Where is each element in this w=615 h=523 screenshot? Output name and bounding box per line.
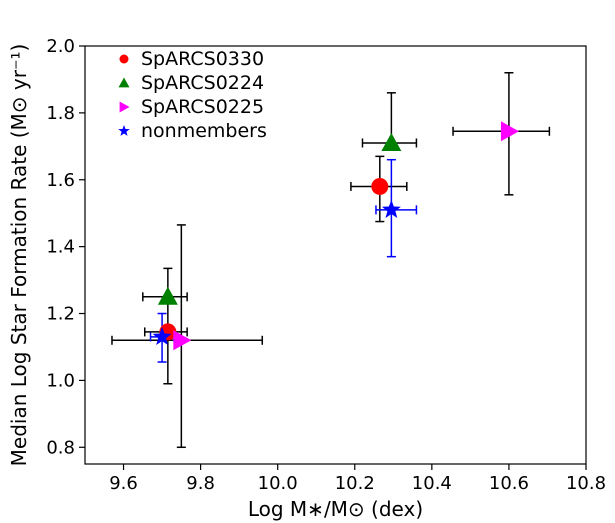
legend-label: SpARCS0224	[141, 72, 264, 94]
data-point-sparcs0330	[371, 177, 389, 195]
markers	[152, 121, 519, 351]
y-tick-label: 2.0	[46, 36, 75, 57]
y-ticks: 0.8 1.0 1.2 1.4 1.6 1.8 2.0	[46, 36, 85, 458]
x-tick-label: 9.8	[186, 473, 215, 494]
x-tick-label: 10.8	[566, 473, 606, 494]
x-tick-label: 10.2	[335, 473, 375, 494]
y-axis-label: Median Log Star Formation Rate (M⊙ yr⁻¹)	[7, 44, 31, 467]
data-point-sparcs0224	[157, 286, 178, 305]
legend-marker	[118, 77, 130, 88]
x-tick-label: 10.0	[258, 473, 298, 494]
y-tick-label: 1.8	[46, 103, 75, 124]
x-tick-label: 9.6	[109, 473, 138, 494]
x-tick-label: 10.4	[412, 473, 452, 494]
legend-marker	[119, 101, 130, 113]
data-point-sparcs0224	[381, 132, 402, 151]
legend-marker	[118, 125, 130, 136]
y-tick-label: 0.8	[46, 437, 75, 458]
legend-label: SpARCS0330	[141, 48, 264, 70]
legend-marker	[119, 54, 129, 64]
y-tick-label: 1.0	[46, 370, 75, 391]
data-point-nonmembers	[381, 199, 401, 218]
y-tick-label: 1.2	[46, 304, 75, 325]
x-tick-label: 10.6	[489, 473, 529, 494]
legend-label: nonmembers	[141, 120, 267, 142]
y-tick-label: 1.4	[46, 237, 75, 258]
data-point-sparcs0225	[173, 330, 192, 351]
y-tick-label: 1.6	[46, 170, 75, 191]
data-point-sparcs0225	[500, 121, 519, 142]
x-axis-label: Log M∗/M⊙ (dex)	[248, 497, 423, 521]
data-point-nonmembers	[152, 326, 172, 346]
legend-label: SpARCS0225	[141, 96, 264, 118]
plot-frame	[84, 45, 587, 465]
x-ticks: 9.6 9.8 10.0 10.2 10.4 10.6 10.8	[109, 464, 606, 494]
y-axis-label-group: Median Log Star Formation Rate (M⊙ yr⁻¹)	[7, 44, 31, 467]
